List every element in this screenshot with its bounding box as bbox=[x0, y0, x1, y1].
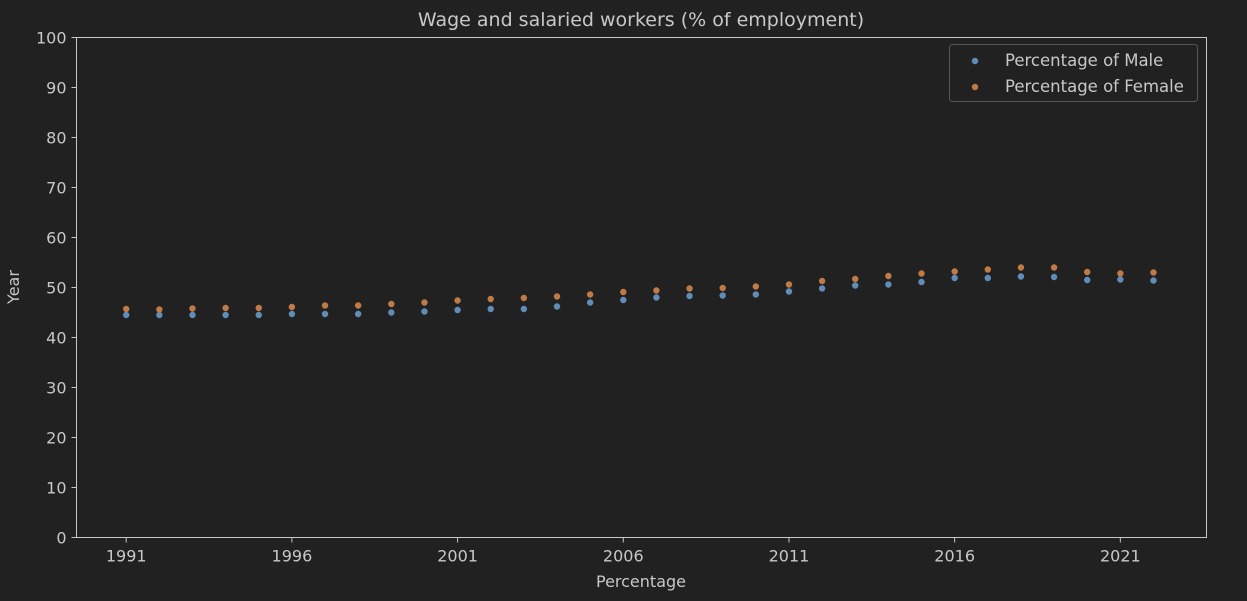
data-point-female bbox=[1150, 269, 1157, 276]
y-tick-label: 40 bbox=[46, 329, 66, 348]
legend: Percentage of Male Percentage of Female bbox=[949, 44, 1198, 102]
data-point-male bbox=[918, 278, 925, 286]
y-tick-label: 10 bbox=[46, 479, 66, 498]
data-point-male bbox=[1050, 273, 1058, 281]
data-point-female bbox=[885, 272, 892, 280]
data-point-female bbox=[984, 266, 991, 273]
y-tick-label: 20 bbox=[46, 429, 66, 448]
data-point-female bbox=[752, 283, 760, 290]
data-point-female bbox=[586, 291, 594, 298]
data-point-female bbox=[918, 270, 925, 277]
x-tick-label: 2001 bbox=[437, 547, 478, 566]
x-tick-label: 1996 bbox=[272, 547, 313, 566]
data-point-male bbox=[520, 305, 528, 313]
legend-marker-male bbox=[971, 57, 979, 65]
data-point-female bbox=[785, 281, 793, 288]
data-point-male bbox=[752, 291, 760, 298]
data-point-male bbox=[1150, 277, 1157, 284]
data-point-male bbox=[321, 310, 329, 318]
data-point-male bbox=[255, 311, 262, 319]
data-point-male bbox=[189, 311, 196, 319]
data-point-female bbox=[520, 294, 528, 302]
y-tick-label: 30 bbox=[46, 379, 66, 398]
data-point-male bbox=[785, 288, 793, 295]
data-point-male bbox=[951, 274, 958, 282]
y-tick-label: 50 bbox=[46, 279, 66, 298]
data-point-female bbox=[454, 297, 461, 304]
data-point-female bbox=[487, 295, 494, 303]
data-point-female bbox=[553, 293, 561, 300]
data-point-female bbox=[354, 302, 362, 309]
data-point-male bbox=[421, 308, 428, 315]
data-point-male bbox=[553, 303, 561, 310]
data-point-female bbox=[1117, 270, 1124, 277]
data-point-male bbox=[852, 282, 859, 289]
data-point-male bbox=[388, 309, 395, 316]
legend-marker-female bbox=[971, 83, 979, 91]
data-point-female bbox=[686, 285, 693, 292]
data-point-male bbox=[123, 311, 130, 319]
data-point-female bbox=[653, 287, 660, 294]
y-tick-label: 70 bbox=[46, 179, 66, 198]
data-points bbox=[123, 264, 1157, 319]
data-point-female bbox=[123, 305, 130, 313]
y-tick-label: 80 bbox=[46, 129, 66, 148]
data-point-female bbox=[818, 277, 826, 285]
y-axis-ticks: 0 10 20 30 40 50 60 70 80 90 100 bbox=[36, 29, 77, 548]
data-point-male bbox=[885, 281, 892, 288]
data-point-female bbox=[189, 305, 196, 312]
x-axis-ticks: 1991 1996 2001 2006 2011 2016 2021 bbox=[106, 537, 1141, 566]
data-point-male bbox=[454, 306, 461, 314]
y-tick-label: 60 bbox=[46, 229, 66, 248]
y-tick-label: 0 bbox=[56, 529, 66, 548]
data-point-male bbox=[620, 296, 627, 304]
x-tick-label: 2006 bbox=[603, 547, 644, 566]
data-point-male bbox=[818, 285, 826, 292]
x-tick-label: 2016 bbox=[934, 547, 975, 566]
data-point-male bbox=[288, 310, 296, 318]
data-point-male bbox=[653, 294, 660, 301]
legend-box bbox=[949, 44, 1198, 102]
data-point-female bbox=[620, 288, 627, 296]
data-point-female bbox=[288, 303, 296, 311]
data-point-female bbox=[1017, 264, 1025, 271]
data-point-female bbox=[852, 275, 859, 283]
data-point-male bbox=[222, 311, 229, 319]
data-point-male bbox=[1017, 273, 1025, 280]
data-point-male bbox=[984, 274, 991, 282]
data-point-female bbox=[719, 284, 726, 292]
x-tick-label: 1991 bbox=[106, 547, 147, 566]
data-point-male bbox=[1084, 276, 1091, 284]
data-point-female bbox=[951, 268, 958, 275]
chart-title: Wage and salaried workers (% of employme… bbox=[418, 9, 864, 31]
x-tick-label: 2011 bbox=[769, 547, 810, 566]
data-point-female bbox=[255, 304, 262, 312]
data-point-female bbox=[1050, 264, 1058, 271]
data-point-male bbox=[487, 305, 494, 313]
data-point-male bbox=[719, 292, 726, 299]
data-point-female bbox=[321, 302, 329, 309]
plot-frame bbox=[76, 37, 1207, 538]
y-tick-label: 90 bbox=[46, 79, 66, 98]
data-point-female bbox=[156, 306, 163, 313]
data-point-female bbox=[388, 300, 395, 308]
legend-label-male: Percentage of Male bbox=[1005, 51, 1163, 70]
data-point-female bbox=[421, 299, 428, 306]
data-point-male bbox=[354, 310, 362, 318]
data-point-female bbox=[1084, 268, 1091, 276]
legend-label-female: Percentage of Female bbox=[1005, 77, 1184, 96]
x-tick-label: 2021 bbox=[1100, 547, 1141, 566]
data-point-male bbox=[686, 292, 693, 300]
y-tick-label: 100 bbox=[36, 29, 67, 48]
y-axis-label: Year bbox=[4, 270, 23, 305]
data-point-male bbox=[156, 311, 163, 319]
data-point-female bbox=[222, 304, 229, 312]
data-point-male bbox=[1117, 276, 1124, 283]
x-axis-label: Percentage bbox=[596, 572, 686, 591]
data-point-male bbox=[586, 299, 594, 306]
